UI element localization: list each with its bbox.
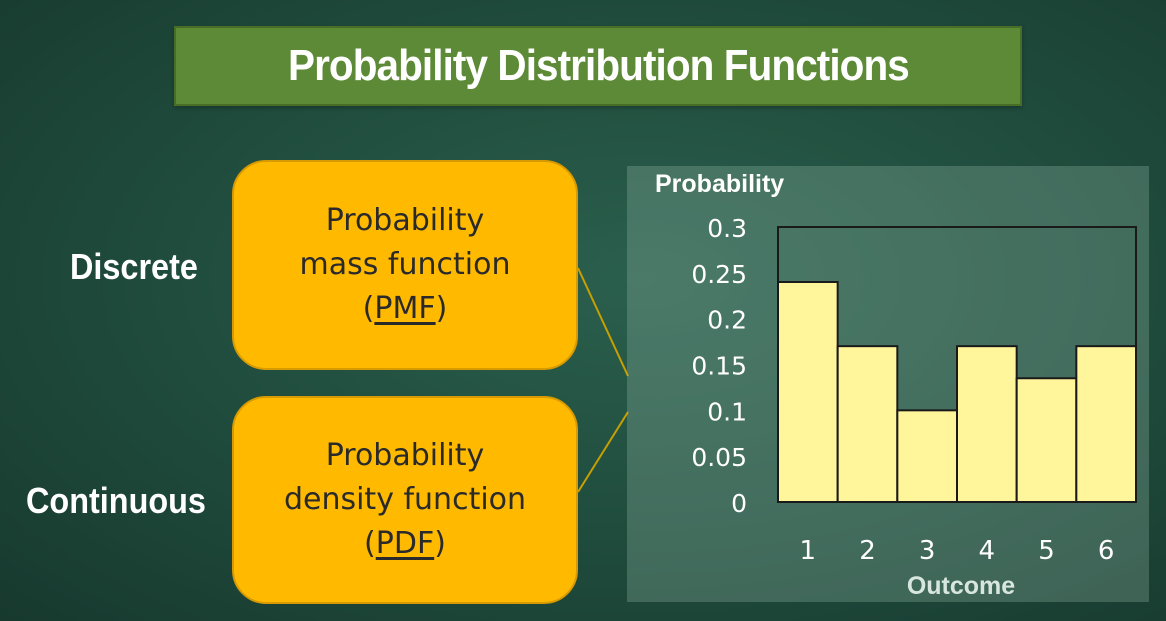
- y-tick-label: 0.25: [691, 260, 747, 289]
- pdf-open-paren: (: [364, 526, 376, 561]
- pmf-close-paren: ): [435, 291, 448, 326]
- x-tick-label-1: 1: [800, 536, 817, 566]
- pmf-abbr-line: (PMF): [363, 287, 448, 331]
- x-tick-label-5: 5: [1038, 536, 1055, 566]
- page-title: Probability Distribution Functions: [287, 41, 910, 90]
- bar-2: [836, 345, 899, 503]
- pdf-abbr-line: (PDF): [364, 522, 446, 566]
- bar-1: [777, 281, 839, 503]
- pdf-close-paren: ): [434, 526, 446, 561]
- discrete-label: Discrete: [70, 246, 198, 287]
- bar-5: [1015, 377, 1078, 503]
- pdf-line2: density function: [283, 482, 527, 517]
- x-axis-title: Outcome: [907, 572, 1015, 600]
- pmf-abbr: PMF: [374, 291, 436, 326]
- x-tick-label-6: 6: [1098, 536, 1115, 566]
- pdf-abbr: PDF: [375, 526, 435, 561]
- pmf-line2: mass function: [299, 247, 511, 282]
- bar-4: [956, 345, 1018, 503]
- bar-6: [1075, 345, 1138, 503]
- y-tick-label: 0.05: [691, 443, 747, 472]
- x-tick-label-4: 4: [979, 536, 996, 566]
- y-tick-label: 0.3: [707, 214, 747, 243]
- continuous-label: Continuous: [26, 480, 206, 521]
- plot-frame: [777, 226, 1137, 503]
- x-tick-label-3: 3: [919, 536, 936, 566]
- y-axis-title: Probability: [655, 170, 784, 198]
- pmf-open-paren: (: [362, 291, 375, 326]
- pdf-line1: Probability: [325, 438, 485, 473]
- x-tick-label-2: 2: [859, 536, 876, 566]
- pdf-box: Probability density function (PDF): [232, 396, 578, 604]
- y-tick-label: 0: [731, 489, 747, 518]
- y-tick-label: 0.2: [707, 306, 747, 335]
- title-banner: Probability Distribution Functions: [174, 26, 1022, 106]
- connector-pmf: [577, 267, 629, 377]
- pmf-bar-chart: 0 0.05 0.1 0.15 0.2 0.25 0.3 1 2 3 4 5 6 Probability O…: [655, 170, 1138, 600]
- connector-pdf: [577, 411, 629, 493]
- bar-3: [896, 409, 959, 503]
- y-tick-label: 0.1: [707, 397, 747, 426]
- pmf-box: Probability mass function (PMF): [232, 160, 578, 370]
- pmf-line1: Probability: [325, 203, 485, 238]
- y-tick-label: 0.15: [691, 352, 747, 381]
